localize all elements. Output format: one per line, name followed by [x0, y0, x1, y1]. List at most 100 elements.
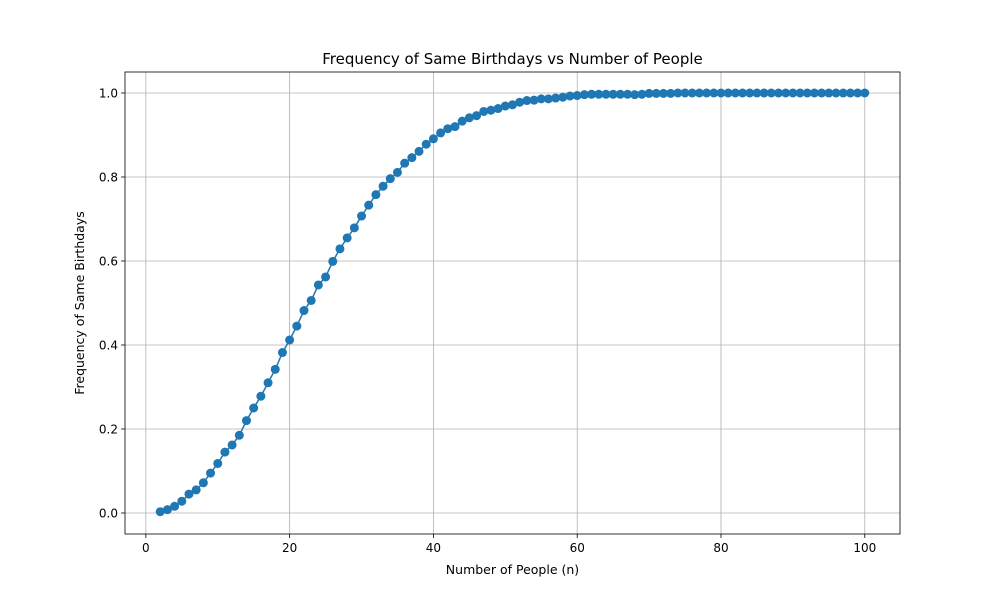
data-point [277, 348, 287, 358]
y-tick-label: 0.0 [99, 507, 118, 521]
data-point [817, 88, 827, 98]
data-point [680, 88, 690, 98]
data-point [371, 190, 381, 200]
data-point [407, 153, 417, 163]
data-point [838, 88, 848, 98]
data-point [220, 447, 230, 457]
data-point [824, 88, 834, 98]
data-point [522, 96, 532, 106]
data-point [191, 485, 201, 495]
data-point [378, 181, 388, 191]
data-point [644, 88, 654, 98]
x-tick-label: 0 [142, 541, 150, 555]
data-point [177, 496, 187, 506]
x-tick-label: 40 [426, 541, 441, 555]
data-point [227, 440, 237, 450]
data-point [572, 91, 582, 101]
data-point [436, 128, 446, 138]
data-point [687, 88, 697, 98]
data-point [198, 478, 208, 488]
data-point [601, 89, 611, 99]
data-point [781, 88, 791, 98]
data-point [738, 88, 748, 98]
data-point [788, 88, 798, 98]
data-point [630, 90, 640, 100]
data-point [795, 88, 805, 98]
data-point [321, 272, 331, 282]
data-point [357, 211, 367, 221]
plot-frame [124, 71, 901, 535]
data-point [651, 88, 661, 98]
data-point [623, 89, 633, 99]
data-point [766, 88, 776, 98]
data-point [860, 88, 870, 98]
data-point [565, 91, 575, 101]
data-point [608, 89, 618, 99]
data-point [241, 416, 251, 426]
x-tick-label: 60 [570, 541, 585, 555]
data-point [443, 124, 453, 134]
data-point [579, 90, 589, 100]
data-series [155, 88, 870, 517]
x-axis-label: Number of People (n) [446, 562, 579, 577]
data-point [802, 88, 812, 98]
data-point [637, 89, 647, 99]
data-point [831, 88, 841, 98]
y-tick-label: 0.4 [99, 339, 118, 353]
axis-ticks: 0 20 40 60 80 100 0.0 0.2 0.4 0.6 0.8 1.0 [99, 87, 876, 556]
data-point [493, 104, 503, 114]
data-point [162, 505, 172, 515]
data-point [342, 233, 352, 243]
gridlines [125, 72, 900, 534]
data-point [658, 88, 668, 98]
data-point [809, 88, 819, 98]
x-tick-label: 80 [713, 541, 728, 555]
data-point [853, 88, 863, 98]
x-tick-label: 20 [282, 541, 297, 555]
data-point [615, 89, 625, 99]
data-point [558, 92, 568, 102]
data-point [385, 174, 395, 184]
data-point [457, 116, 467, 126]
data-point [716, 88, 726, 98]
data-point [730, 88, 740, 98]
data-point [155, 507, 165, 517]
data-point [472, 111, 482, 121]
data-point [450, 122, 460, 132]
data-point [529, 95, 539, 105]
data-point [414, 146, 424, 156]
data-point [428, 134, 438, 144]
x-tick-label: 100 [853, 541, 876, 555]
data-point [184, 489, 194, 499]
data-point [845, 88, 855, 98]
data-point [313, 280, 323, 290]
y-axis-label: Frequency of Same Birthdays [72, 211, 87, 395]
data-point [170, 501, 180, 511]
data-point [263, 378, 273, 388]
data-point [594, 89, 604, 99]
y-tick-label: 0.2 [99, 423, 118, 437]
data-point [774, 88, 784, 98]
data-point [464, 113, 474, 123]
data-point [543, 94, 553, 104]
data-point [213, 458, 223, 468]
y-tick-label: 1.0 [99, 87, 118, 101]
data-point [479, 106, 489, 116]
y-tick-label: 0.8 [99, 171, 118, 185]
data-point [256, 391, 266, 401]
data-point [270, 364, 280, 374]
data-point [500, 101, 510, 111]
data-point [752, 88, 762, 98]
data-point [666, 88, 676, 98]
data-point [709, 88, 719, 98]
data-point [249, 403, 259, 413]
data-point [400, 158, 410, 168]
data-point [292, 321, 302, 331]
data-point [421, 139, 431, 149]
data-point [702, 88, 712, 98]
data-point [234, 430, 244, 440]
data-point [508, 100, 517, 110]
data-point [673, 88, 683, 98]
